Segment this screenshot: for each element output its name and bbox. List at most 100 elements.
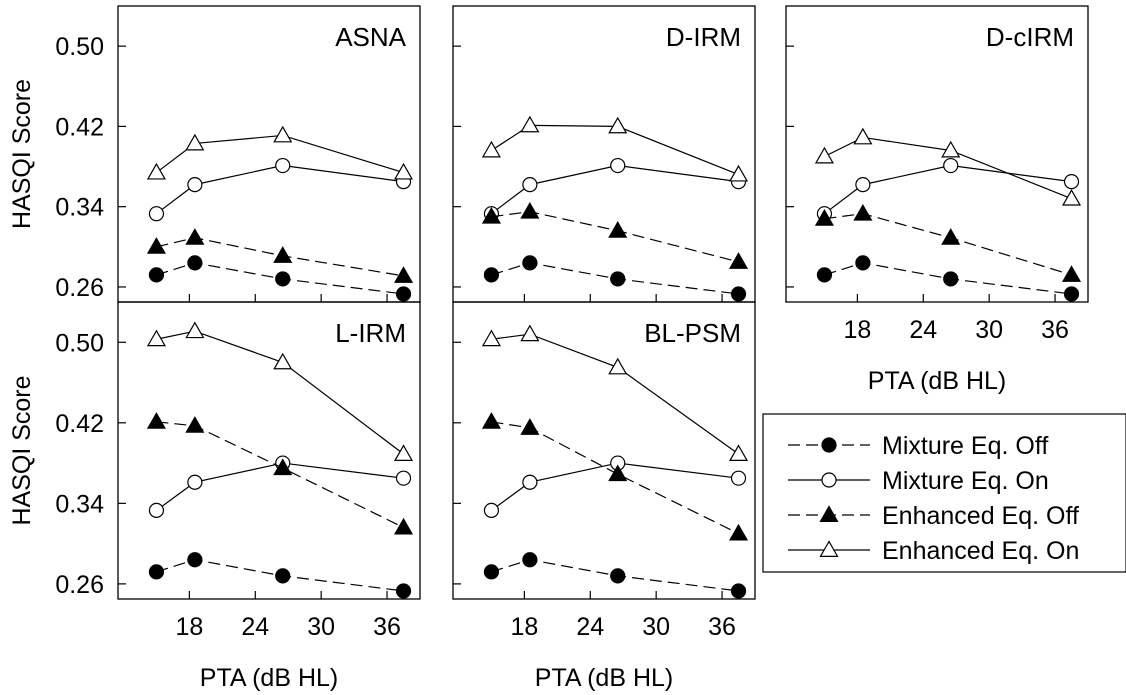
series-mixture-eq-on	[148, 157, 412, 222]
data-point	[941, 140, 961, 158]
legend: Mixture Eq. Off Mixture Eq. On Enhanced Eq…	[762, 413, 1126, 573]
data-point	[481, 207, 501, 224]
panel-d-cirm: 18 24 30 36 D-cIRM PTA (dB HL)	[785, 5, 1089, 395]
series-line	[824, 164, 1072, 215]
series-enhanced-eq-off	[481, 201, 749, 269]
data-point	[273, 125, 293, 143]
series-line	[491, 462, 739, 511]
data-point	[273, 458, 293, 476]
series-mixture-eq-off	[148, 255, 412, 302]
y-tick-label: 0.34	[55, 490, 104, 518]
series-mixture-eq-off	[483, 552, 747, 599]
series-line	[824, 213, 1072, 276]
series-mixture-eq-on	[483, 157, 747, 222]
data-point	[728, 252, 749, 269]
x-tick-label: 24	[241, 613, 269, 641]
data-point	[187, 552, 203, 568]
data-point	[146, 162, 166, 180]
data-point	[943, 271, 959, 287]
series-line	[491, 164, 739, 215]
data-point	[148, 267, 165, 283]
x-tick-label: 30	[975, 316, 1003, 344]
series-line	[156, 462, 404, 511]
data-point	[393, 266, 414, 283]
y-tick-label: 0.42	[55, 113, 104, 141]
data-point	[393, 517, 414, 535]
data-point	[185, 228, 205, 245]
series-line	[491, 421, 739, 535]
series-line	[491, 124, 739, 176]
data-point	[481, 412, 501, 429]
legend-label: Mixture Eq. On	[882, 467, 1049, 495]
data-point	[520, 115, 540, 133]
legend-item-mixture-eq-on: Mixture Eq. On	[788, 467, 1049, 495]
data-point	[481, 329, 501, 347]
data-point	[853, 127, 873, 145]
panel-asna: 0.26 0.34 0.42 0.50 ASNA HASQI Score	[8, 5, 421, 303]
data-point	[148, 564, 165, 580]
series-mixture-eq-on	[483, 455, 747, 519]
series-line	[156, 421, 404, 529]
data-point	[275, 157, 291, 174]
data-point	[146, 237, 166, 254]
data-point	[146, 412, 166, 429]
series-enhanced-eq-off	[146, 412, 414, 535]
series-enhanced-eq-on	[146, 321, 414, 461]
data-point	[522, 255, 538, 271]
y-tick-label: 0.34	[55, 194, 104, 222]
data-point	[728, 164, 749, 182]
data-point	[522, 552, 538, 568]
x-tick-label: 18	[175, 613, 203, 641]
series-enhanced-eq-off	[481, 412, 749, 541]
series-mixture-eq-off	[816, 255, 1080, 302]
data-point	[1063, 286, 1080, 302]
data-point	[608, 116, 628, 134]
data-point	[187, 177, 203, 193]
data-point	[185, 416, 205, 433]
series-enhanced-eq-on	[481, 115, 749, 182]
y-axis-label: HASQI Score	[8, 375, 36, 525]
data-point	[855, 177, 871, 193]
legend-label: Enhanced Eq. Off	[882, 502, 1079, 530]
data-point	[816, 267, 833, 283]
series-line	[156, 559, 404, 592]
data-point	[1061, 265, 1082, 282]
series-mixture-eq-off	[148, 552, 412, 599]
x-tick-label: 18	[843, 316, 871, 344]
data-point	[483, 502, 500, 519]
data-point	[608, 221, 628, 238]
series-line	[491, 262, 739, 295]
data-point	[608, 357, 628, 375]
legend-item-enhanced-eq-on: Enhanced Eq. On	[788, 537, 1079, 565]
x-tick-label: 24	[909, 316, 937, 344]
data-point	[187, 474, 203, 490]
series-line	[156, 330, 404, 455]
data-point	[395, 286, 412, 302]
series-line	[824, 262, 1072, 295]
data-point	[608, 464, 628, 482]
series-mixture-eq-on	[816, 157, 1080, 222]
data-point	[187, 255, 203, 271]
x-axis-label: PTA (dB HL)	[868, 367, 1006, 395]
data-point	[730, 470, 747, 486]
data-point	[610, 271, 626, 287]
data-point	[1061, 188, 1082, 206]
series-line	[156, 134, 404, 174]
data-point	[610, 157, 626, 174]
x-axis-label: PTA (dB HL)	[535, 664, 673, 692]
x-axis-label: PTA (dB HL)	[200, 664, 338, 692]
series-enhanced-eq-off	[146, 228, 414, 283]
data-point	[522, 474, 538, 490]
data-point	[185, 133, 205, 151]
legend-label: Mixture Eq. Off	[882, 432, 1048, 460]
x-tick-label: 36	[1041, 316, 1069, 344]
data-point	[393, 162, 414, 180]
x-tick-label: 30	[307, 613, 335, 641]
data-point	[146, 329, 166, 347]
data-point	[730, 286, 747, 302]
plot-frame	[452, 301, 756, 600]
series-line	[491, 211, 739, 263]
legend-marker	[819, 505, 839, 522]
legend-label: Enhanced Eq. On	[882, 537, 1079, 565]
